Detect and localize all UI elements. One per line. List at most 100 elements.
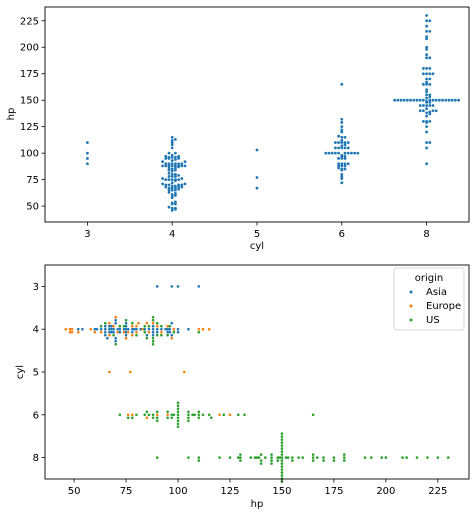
- bottom-point-us: [176, 422, 180, 426]
- top-y-ticks: 50 75 100 125 150 175 200 225: [20, 16, 45, 213]
- top-point: [393, 98, 396, 102]
- bottom-point-europe: [126, 413, 130, 417]
- bottom-y-tick-label: 5: [33, 368, 39, 379]
- top-y-tick-label: 125: [20, 122, 39, 133]
- bottom-point-us: [176, 404, 180, 408]
- bottom-point-us: [311, 459, 315, 462]
- top-point: [174, 155, 177, 159]
- top-point: [425, 107, 428, 111]
- top-point: [425, 29, 428, 33]
- bottom-point-asia: [122, 327, 126, 331]
- top-point: [170, 155, 174, 159]
- top-point: [425, 125, 428, 129]
- bottom-point-europe: [108, 333, 111, 337]
- bottom-point-us: [286, 456, 290, 459]
- bottom-point-europe: [137, 321, 140, 325]
- bottom-point-us: [114, 342, 117, 346]
- top-point: [431, 104, 435, 107]
- bottom-point-us: [280, 441, 284, 444]
- top-point: [425, 111, 428, 115]
- top-point: [340, 82, 344, 86]
- bottom-point-us: [151, 413, 155, 417]
- top-point: [170, 139, 174, 142]
- top-point: [422, 67, 425, 70]
- bottom-point-us: [197, 413, 201, 417]
- bottom-point-us: [291, 456, 294, 459]
- bottom-point-us: [151, 416, 155, 420]
- top-point: [167, 171, 171, 175]
- bottom-point-asia: [114, 318, 117, 322]
- top-point: [170, 181, 174, 185]
- bottom-point-us: [291, 459, 294, 462]
- bottom-point-us: [311, 453, 315, 456]
- top-point: [434, 98, 438, 102]
- bottom-point-us: [280, 465, 284, 468]
- top-point: [428, 112, 432, 116]
- bottom-point-us: [151, 315, 155, 319]
- top-point: [346, 146, 350, 150]
- bottom-point-europe: [135, 330, 138, 334]
- top-point: [422, 104, 425, 107]
- bottom-point-us: [280, 459, 284, 462]
- top-point: [425, 77, 428, 81]
- bottom-point-us: [280, 453, 284, 456]
- bottom-point-us: [259, 453, 263, 456]
- bottom-point-europe: [218, 413, 221, 417]
- bottom-point-europe: [182, 370, 186, 374]
- top-point: [425, 162, 428, 166]
- top-point: [337, 134, 340, 138]
- top-point: [167, 151, 171, 155]
- bottom-point-asia: [112, 330, 115, 334]
- top-y-tick-label: 100: [20, 149, 39, 160]
- top-point: [425, 141, 428, 144]
- bottom-point-europe: [130, 324, 134, 328]
- top-point: [428, 141, 432, 144]
- bottom-point-us: [145, 336, 149, 340]
- bottom-point-us: [342, 456, 346, 459]
- top-point: [170, 169, 174, 173]
- bottom-point-asia: [116, 327, 120, 331]
- bottom-point-europe: [145, 321, 149, 325]
- bottom-point-asia: [170, 333, 174, 337]
- bottom-point-us: [118, 413, 122, 417]
- top-point: [167, 162, 171, 166]
- top-point: [164, 157, 168, 160]
- bottom-point-us: [176, 419, 180, 423]
- top-point: [337, 162, 340, 166]
- top-point: [425, 56, 428, 60]
- bottom-point-us: [197, 459, 201, 462]
- bottom-point-asia: [155, 330, 159, 334]
- bottom-point-us: [151, 339, 155, 343]
- top-point: [161, 182, 165, 186]
- bottom-y-tick-label: 3: [33, 282, 39, 293]
- top-x-ticks: 3 4 5 6 8: [84, 222, 430, 240]
- bottom-point-asia: [166, 330, 169, 334]
- top-point: [174, 194, 177, 197]
- bottom-point-europe: [197, 327, 201, 331]
- top-point: [434, 109, 438, 113]
- bottom-point-us: [166, 416, 169, 420]
- bottom-point-us: [243, 413, 246, 417]
- top-point: [418, 109, 422, 113]
- top-y-axis-label: hp: [6, 108, 17, 121]
- top-point: [428, 19, 432, 23]
- top-point: [183, 160, 187, 164]
- bottom-y-axis-label: cyl: [15, 365, 26, 379]
- bottom-point-asia: [151, 324, 155, 328]
- bottom-point-asia: [124, 330, 128, 334]
- bottom-point-us: [270, 453, 273, 456]
- top-point: [174, 184, 177, 188]
- top-point: [170, 141, 174, 144]
- bottom-point-us: [143, 324, 147, 328]
- bottom-point-us: [172, 330, 176, 334]
- bottom-point-us: [143, 330, 147, 334]
- bottom-point-asia: [151, 327, 155, 331]
- bottom-point-asia: [124, 321, 128, 325]
- bottom-point-europe: [108, 321, 111, 325]
- bottom-point-us: [130, 321, 134, 325]
- bottom-point-asia: [168, 327, 172, 331]
- bottom-point-asia: [76, 327, 80, 331]
- top-point: [343, 146, 347, 150]
- bottom-point-us: [415, 456, 419, 459]
